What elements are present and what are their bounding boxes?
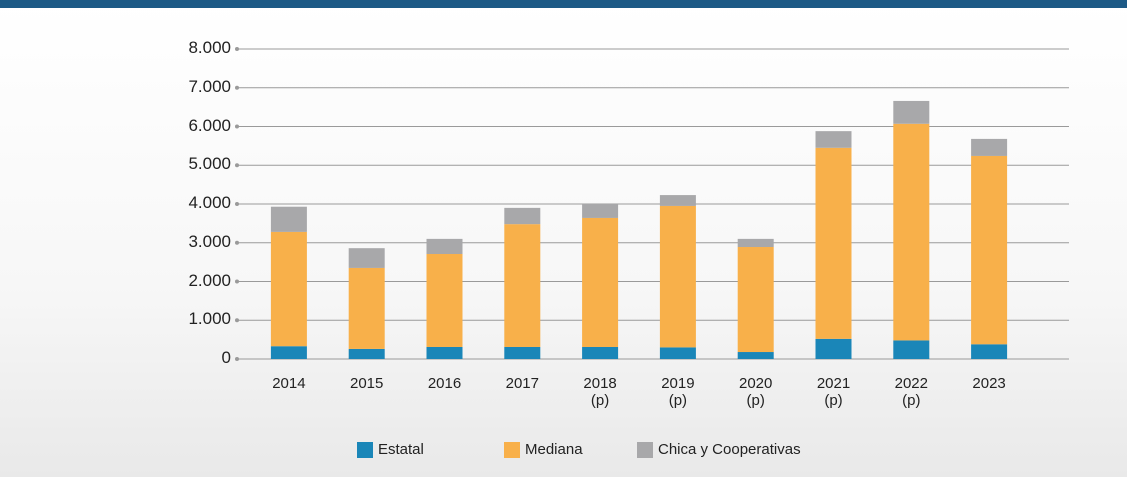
tick-dot <box>235 47 239 51</box>
tick-dot <box>235 124 239 129</box>
y-tick-label: 5.000 <box>188 154 231 174</box>
x-tick-label: 2019 (p) <box>661 375 695 409</box>
bar-segment <box>504 346 541 359</box>
bar-segment <box>270 346 307 359</box>
y-tick-label: 8.000 <box>188 38 231 57</box>
bar-segment <box>893 340 930 359</box>
legend-swatch <box>357 442 373 458</box>
bar-segment <box>348 348 385 359</box>
y-tick-label: 3.000 <box>188 231 231 251</box>
bar-segment <box>737 247 774 353</box>
x-tick-label: 2023 <box>972 375 1006 392</box>
bar-segment <box>426 238 463 254</box>
bar-segment <box>815 147 852 339</box>
bar-segment <box>971 155 1008 345</box>
header-band <box>0 0 1127 8</box>
x-tick-label: 2016 <box>427 375 462 392</box>
y-tick-label: 7.000 <box>188 76 231 96</box>
tick-dot <box>235 279 239 284</box>
bar-segment <box>504 207 541 225</box>
bar-segment <box>582 346 619 359</box>
bar-segment <box>348 267 385 349</box>
bar-segment <box>270 231 307 347</box>
bar-segment <box>504 224 541 347</box>
bar-segment <box>737 352 774 359</box>
x-tick-label: 2017 <box>505 375 539 392</box>
tick-dot <box>235 202 239 206</box>
bar-segment <box>659 347 696 359</box>
x-tick-label: 2015 <box>350 375 384 392</box>
y-tick-label: 6.000 <box>188 115 231 135</box>
y-tick-label: 2.000 <box>188 270 231 290</box>
bar-segment <box>971 138 1008 156</box>
legend-swatch <box>637 442 653 458</box>
x-tick-label: 2020 (p) <box>739 375 773 409</box>
bar-segment <box>582 204 619 218</box>
y-tick-label: 4.000 <box>188 193 231 212</box>
y-tick-label: 0 <box>221 348 231 367</box>
bar-segment <box>815 131 852 148</box>
tick-dot <box>235 240 239 245</box>
bar-segment <box>348 248 385 268</box>
tick-dot <box>235 357 239 361</box>
bar-segment <box>893 100 930 124</box>
y-tick-label: 1.000 <box>188 309 231 329</box>
bar-segment <box>270 206 307 232</box>
x-tick-label: 2021 (p) <box>816 375 851 409</box>
bar-segment <box>659 205 696 348</box>
legend-label: Mediana <box>525 441 583 458</box>
bar-segment <box>737 238 774 248</box>
x-tick-label: 2022 (p) <box>894 375 928 409</box>
bar-segment <box>815 338 852 359</box>
legend-label: Estatal <box>378 441 424 458</box>
bar-segment <box>426 346 463 359</box>
tick-dot <box>235 85 239 90</box>
x-tick-label: 2018 (p) <box>583 375 617 409</box>
bar-segment <box>582 217 619 347</box>
tick-dot <box>235 163 239 168</box>
bar-segment <box>659 195 696 206</box>
bar-segment <box>893 123 930 341</box>
legend-swatch <box>504 442 520 458</box>
x-tick-label: 2014 <box>272 375 306 392</box>
bar-segment <box>426 253 463 347</box>
tick-dot <box>235 318 239 323</box>
bar-segment <box>971 344 1008 359</box>
legend-label: Chica y Cooperativas <box>658 441 801 458</box>
